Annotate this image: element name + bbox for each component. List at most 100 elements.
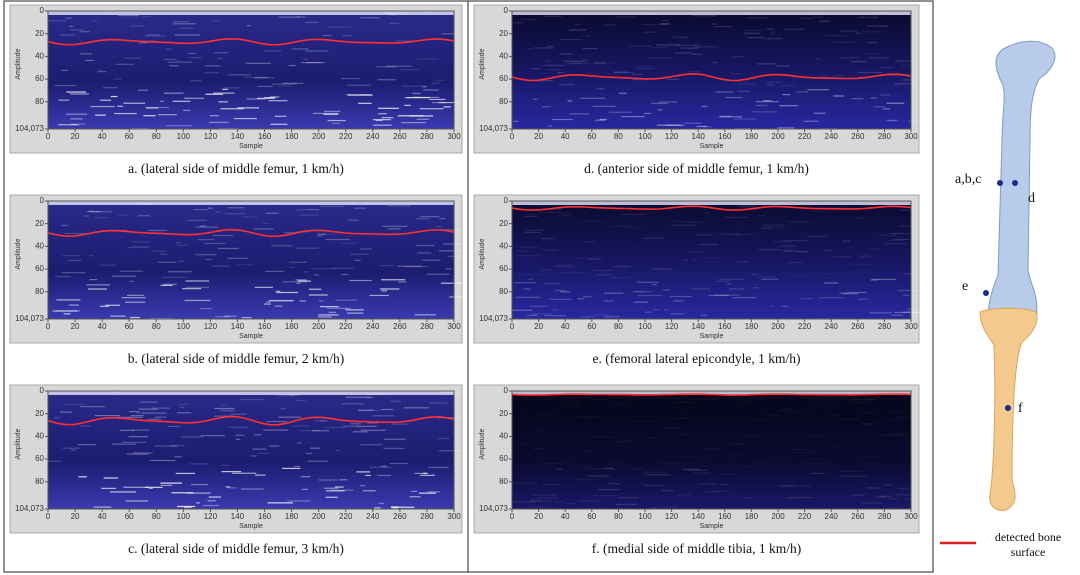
speckle <box>271 83 297 85</box>
y-tick-label: 40 <box>35 51 44 60</box>
speckle <box>513 501 536 503</box>
speckle <box>592 494 618 497</box>
y-tick-label: 80 <box>499 97 508 106</box>
speckle <box>361 93 372 96</box>
speckle <box>643 31 657 33</box>
speckle <box>290 394 300 396</box>
speckle <box>692 259 698 261</box>
speckle <box>669 295 692 298</box>
speckle <box>299 300 306 302</box>
x-tick-label: 260 <box>393 132 407 141</box>
speckle <box>305 452 313 455</box>
speckle <box>734 118 757 120</box>
x-tick-label: 80 <box>614 512 623 521</box>
speckle <box>137 215 150 217</box>
speckle <box>604 24 617 26</box>
speckle <box>437 437 450 440</box>
x-tick-label: 160 <box>718 322 732 331</box>
x-tick-label: 240 <box>825 512 839 521</box>
speckle <box>527 506 547 508</box>
x-tick-label: 220 <box>339 512 353 521</box>
speckle <box>97 71 107 73</box>
speckle <box>512 309 533 311</box>
speckle <box>886 119 898 122</box>
x-tick-label: 80 <box>614 132 623 141</box>
speckle <box>250 455 257 457</box>
speckle <box>633 291 646 293</box>
speckle <box>56 299 81 301</box>
speckle <box>613 71 629 73</box>
speckle <box>567 100 573 102</box>
speckle <box>99 99 112 101</box>
speckle <box>514 255 540 257</box>
speckle <box>266 420 287 423</box>
speckle <box>154 445 178 447</box>
speckle <box>121 441 147 443</box>
speckle <box>592 105 616 107</box>
speckle <box>165 125 192 127</box>
x-tick-label: 0 <box>46 512 51 521</box>
speckle <box>707 456 711 457</box>
detected-surface <box>511 205 912 211</box>
speckle <box>409 496 421 498</box>
ultrasound-image <box>512 201 911 319</box>
speckle <box>172 100 191 102</box>
x-tick-label: 40 <box>561 132 570 141</box>
x-tick-label: 240 <box>825 132 839 141</box>
ultrasound-image <box>512 391 911 509</box>
speckle <box>296 16 306 18</box>
surface-band <box>48 11 454 15</box>
speckle <box>765 81 782 83</box>
speckle <box>325 490 345 492</box>
speckle <box>171 492 194 494</box>
speckle <box>223 87 240 89</box>
speckle <box>551 118 573 121</box>
speckle <box>674 401 694 403</box>
speckle <box>114 112 137 115</box>
speckle <box>728 288 745 290</box>
speckle <box>138 42 148 44</box>
speckle <box>661 20 669 22</box>
speckle <box>613 72 635 74</box>
speckle <box>323 113 339 115</box>
speckle <box>781 84 795 86</box>
speckle <box>636 67 656 70</box>
x-tick-label: 120 <box>204 322 218 331</box>
speckle <box>352 431 368 433</box>
speckle <box>308 288 322 290</box>
speckle <box>377 79 396 81</box>
speckle <box>428 98 446 101</box>
speckle <box>78 444 96 446</box>
speckle <box>305 61 321 64</box>
speckle <box>324 487 338 489</box>
speckle <box>715 490 732 493</box>
speckle <box>362 490 376 492</box>
detected-surface <box>511 73 912 82</box>
speckle <box>416 118 429 120</box>
speckle <box>416 96 440 99</box>
speckle <box>245 62 271 64</box>
x-tick-label: 300 <box>904 132 918 141</box>
speckle <box>417 252 432 254</box>
speckle <box>348 219 359 221</box>
speckle <box>161 276 187 279</box>
speckle <box>253 228 274 230</box>
y-tick-label: 104,073 <box>15 504 44 513</box>
speckle <box>115 63 135 65</box>
detected-surface <box>47 228 455 238</box>
speckle <box>641 24 663 26</box>
speckle <box>603 300 614 302</box>
speckle <box>907 66 929 68</box>
speckle <box>805 403 830 404</box>
speckle <box>719 483 729 485</box>
speckle <box>146 107 159 109</box>
speckle <box>581 59 589 61</box>
speckle <box>886 102 905 104</box>
x-tick-label: 60 <box>587 132 596 141</box>
x-tick-label: 300 <box>904 512 918 521</box>
speckle <box>346 84 371 86</box>
site-label: d <box>1028 191 1035 206</box>
speckle <box>866 398 875 401</box>
speckle <box>715 91 734 93</box>
speckle <box>423 89 439 91</box>
